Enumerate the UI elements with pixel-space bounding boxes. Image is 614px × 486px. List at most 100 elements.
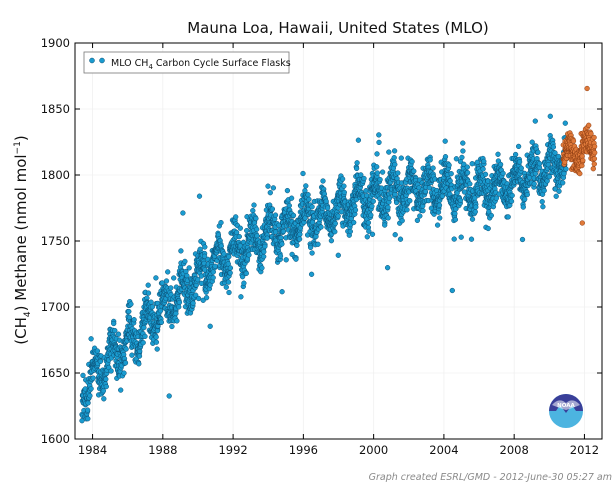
data-point [210, 269, 216, 275]
data-point [85, 400, 91, 406]
data-point [468, 236, 475, 242]
data-point [97, 358, 104, 365]
x-tick-label: 2008 [500, 443, 529, 457]
data-point [495, 151, 501, 157]
data-point [509, 192, 515, 199]
data-point [436, 202, 443, 208]
data-point [467, 181, 473, 187]
data-point [446, 162, 452, 168]
data-point [284, 187, 291, 194]
data-point [577, 170, 583, 177]
data-point [398, 155, 404, 161]
data-point [267, 190, 273, 196]
data-point [303, 183, 309, 189]
data-point [451, 236, 457, 242]
data-point [370, 198, 376, 204]
data-point [223, 284, 229, 290]
data-point [87, 393, 93, 399]
data-point [332, 220, 338, 227]
data-point [193, 292, 199, 298]
data-point [562, 120, 568, 126]
data-point [101, 396, 107, 402]
y-tick-label: 1900 [41, 36, 70, 50]
data-point [473, 204, 479, 210]
data-point [452, 210, 458, 217]
y-tick-label: 1600 [41, 432, 70, 446]
data-point [153, 334, 159, 340]
data-point [145, 290, 152, 296]
data-point [480, 166, 486, 172]
data-point [592, 150, 598, 156]
data-point [218, 219, 224, 226]
data-point [308, 271, 315, 277]
data-point [153, 339, 160, 345]
data-point [550, 144, 557, 150]
data-point [140, 340, 146, 346]
data-point [397, 236, 404, 242]
data-point [409, 158, 415, 165]
data-point [591, 143, 598, 150]
y-axis-label: (CH4) Methane (nmol mol−1) [12, 135, 33, 344]
data-point [238, 294, 244, 300]
data-point [315, 241, 321, 247]
data-point [591, 134, 597, 141]
data-point [324, 205, 331, 211]
data-point [307, 244, 314, 251]
data-point [221, 251, 227, 257]
data-point [227, 270, 233, 276]
data-point [323, 198, 329, 204]
data-point [332, 229, 338, 235]
data-point [391, 148, 398, 154]
legend-marker [89, 57, 95, 64]
data-point [100, 388, 107, 394]
data-point [417, 213, 423, 219]
y-label-part-3: ) [12, 135, 30, 141]
data-point [532, 118, 538, 124]
data-point [420, 208, 426, 214]
data-point [339, 176, 346, 182]
data-point [452, 216, 459, 223]
data-point [561, 170, 567, 177]
data-point [251, 202, 257, 208]
data-point [546, 174, 553, 180]
data-point [531, 181, 537, 187]
data-point [395, 170, 401, 176]
data-point [250, 207, 256, 214]
data-point [464, 164, 470, 170]
data-point [481, 158, 487, 165]
data-point [226, 254, 232, 260]
data-point [212, 263, 218, 269]
data-point [279, 241, 285, 247]
data-point [482, 171, 489, 177]
data-point [207, 323, 213, 329]
x-tick-label: 2004 [429, 443, 458, 457]
data-point [459, 154, 465, 161]
data-point [347, 228, 353, 235]
data-point [385, 215, 391, 221]
data-point [485, 225, 491, 232]
data-point [354, 160, 360, 166]
data-point [302, 188, 308, 194]
data-point [236, 233, 242, 240]
data-point [253, 215, 259, 222]
data-point [404, 207, 410, 213]
data-point [351, 219, 357, 226]
data-point [103, 383, 109, 390]
data-point [290, 212, 297, 219]
data-point [586, 122, 592, 128]
data-point [361, 175, 367, 182]
data-point [391, 155, 397, 161]
data-point [272, 212, 279, 218]
data-point [335, 252, 341, 258]
data-point [353, 165, 360, 172]
data-point [341, 183, 347, 189]
data-point [309, 204, 315, 210]
data-point [108, 368, 114, 374]
data-point [369, 231, 376, 237]
noaa-logo: NOAA [549, 394, 583, 428]
data-point [422, 188, 429, 195]
data-point [174, 318, 180, 324]
data-point [427, 157, 433, 163]
data-point [313, 233, 319, 240]
